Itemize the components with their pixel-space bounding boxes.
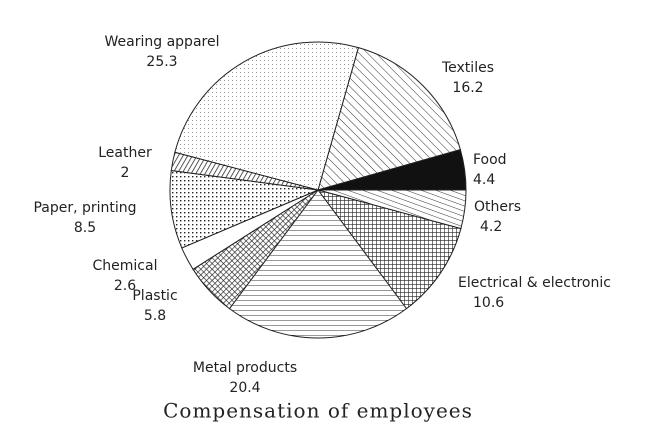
slice-label: Textiles bbox=[441, 60, 494, 76]
slice-label: Chemical bbox=[93, 258, 158, 274]
slice-value: 4.4 bbox=[473, 172, 495, 188]
slice-value: 25.3 bbox=[146, 54, 177, 70]
pie-slice bbox=[316, 189, 462, 310]
slice-value: 4.2 bbox=[480, 219, 502, 235]
slice-value: 5.8 bbox=[144, 308, 166, 324]
slice-label: Wearing apparel bbox=[105, 34, 220, 50]
slice-label: Paper, printing bbox=[33, 200, 136, 216]
pie-slice bbox=[174, 41, 360, 191]
chart-title: Compensation of employees bbox=[163, 399, 473, 423]
slice-value: 20.4 bbox=[229, 380, 260, 396]
slice-label: Electrical & electronic bbox=[458, 275, 611, 291]
slice-value: 2 bbox=[121, 165, 130, 181]
slice-label: Plastic bbox=[132, 288, 177, 304]
slice-label: Leather bbox=[98, 145, 152, 161]
slice-value: 2.6 bbox=[114, 278, 136, 294]
pie-slice bbox=[228, 189, 408, 339]
slice-value: 10.6 bbox=[473, 295, 504, 311]
slice-value: 8.5 bbox=[74, 220, 96, 236]
slice-label: Others bbox=[474, 199, 521, 215]
slice-label: Food bbox=[473, 152, 507, 168]
pie-slice bbox=[317, 47, 461, 191]
slice-value: 16.2 bbox=[452, 80, 483, 96]
slice-label: Metal products bbox=[193, 360, 297, 376]
